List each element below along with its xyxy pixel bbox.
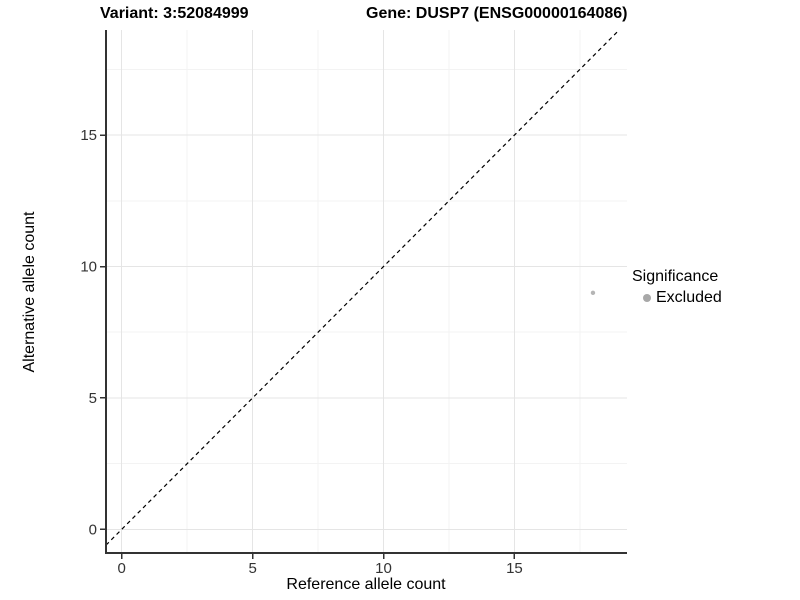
data-point <box>590 290 596 296</box>
plot-title-variant: Variant: 3:52084999 <box>100 5 249 22</box>
identity-line <box>105 29 620 546</box>
x-tick-label: 0 <box>118 560 126 577</box>
y-tick-label: 10 <box>80 259 97 276</box>
y-tick-label: 15 <box>80 127 97 144</box>
x-tick-label: 10 <box>375 560 392 577</box>
x-tick-label: 15 <box>506 560 523 577</box>
legend-item-excluded: Excluded <box>643 289 722 307</box>
legend-item-label: Excluded <box>656 289 722 306</box>
y-tick-label: 0 <box>89 521 97 538</box>
plot-title-gene: Gene: DUSP7 (ENSG00000164086) <box>366 5 628 22</box>
legend: Significance Excluded <box>632 268 722 307</box>
legend-key-dot-icon <box>643 294 651 302</box>
x-tick-label: 5 <box>248 560 256 577</box>
y-tick-label: 5 <box>89 390 97 407</box>
y-axis-title: Alternative allele count <box>21 211 38 373</box>
x-axis-title: Reference allele count <box>286 576 446 593</box>
legend-title: Significance <box>632 268 719 285</box>
